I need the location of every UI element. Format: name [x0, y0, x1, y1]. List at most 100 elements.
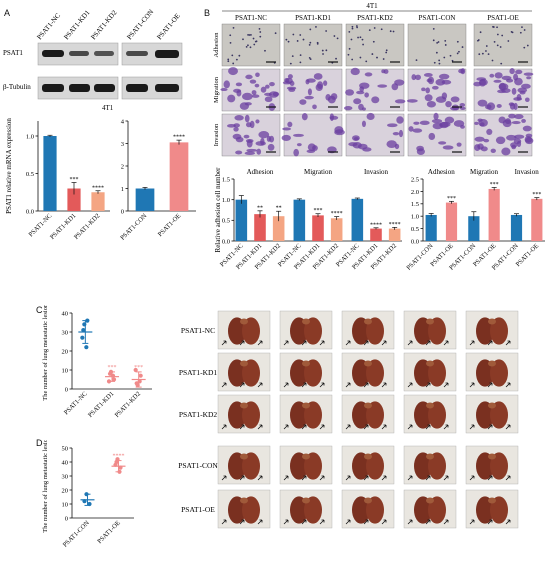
- cell-dot: [523, 46, 526, 49]
- cell-blob: [423, 73, 433, 77]
- cell-blob: [506, 134, 517, 141]
- cell-blob: [514, 134, 525, 139]
- lesion-arrow: [381, 475, 387, 481]
- cell-blob: [435, 78, 446, 86]
- y-tick-label: 1.0: [411, 214, 419, 221]
- cell-dot: [444, 39, 447, 42]
- cell-blob: [357, 143, 368, 150]
- lung-lobe: [240, 318, 248, 325]
- y-tick-label: 30: [62, 473, 69, 480]
- lesion-arrow: [425, 519, 431, 525]
- lung-lobe: [366, 452, 384, 480]
- significance-label: ***: [134, 365, 143, 371]
- cell-blob: [307, 88, 312, 96]
- lesion-arrow: [301, 382, 307, 388]
- cell-blob: [428, 132, 436, 141]
- cell-blob: [415, 74, 421, 81]
- cell-blob: [413, 121, 420, 125]
- significance-label: ****: [389, 222, 401, 228]
- data-point: [82, 322, 87, 327]
- cell-dot: [292, 33, 295, 36]
- cell-dot: [336, 37, 339, 40]
- y-tick-label: 30: [62, 329, 69, 336]
- column-label: PSAT1-OE: [487, 14, 519, 22]
- data-point: [118, 465, 123, 470]
- cell-dot: [443, 56, 446, 59]
- lung-lobe: [414, 401, 432, 429]
- lung-lobe: [228, 401, 246, 429]
- y-tick-label: 1.0: [222, 197, 230, 204]
- data-point: [106, 379, 112, 384]
- cell-dot: [229, 41, 232, 44]
- cell-blob: [394, 143, 400, 150]
- cell-dot: [315, 26, 317, 28]
- cell-blob: [354, 137, 359, 141]
- data-point: [114, 459, 119, 465]
- lung-lobe: [304, 317, 322, 345]
- cell-blob: [243, 134, 250, 139]
- lung-lobe: [240, 402, 248, 409]
- cell-dot: [359, 56, 362, 59]
- lesion-arrow: [221, 424, 227, 430]
- cell-dot: [299, 54, 302, 57]
- lesion-arrow: [381, 424, 387, 430]
- lung-lobe: [426, 402, 434, 409]
- cell-dot: [437, 41, 440, 43]
- cell-dot: [496, 26, 498, 29]
- lesion-arrow: [407, 475, 413, 481]
- cell-dot: [507, 40, 510, 42]
- cell-blob: [513, 97, 523, 101]
- cell-blob: [513, 102, 518, 110]
- cell-blob: [361, 120, 366, 128]
- cell-blob: [299, 99, 307, 105]
- lesion-arrow: [407, 519, 413, 525]
- cell-blob: [287, 121, 293, 128]
- cell-dot: [351, 58, 354, 61]
- y-tick-label: 2: [121, 163, 124, 170]
- cell-dot: [449, 54, 452, 57]
- bar: [43, 136, 57, 211]
- cell-dot: [232, 27, 235, 29]
- cell-dot: [521, 26, 523, 29]
- cell-dot: [348, 30, 351, 33]
- lesion-arrow: [487, 519, 493, 525]
- cell-blob: [498, 116, 506, 124]
- cell-blob: [272, 91, 280, 97]
- lesion-arrow: [239, 475, 245, 481]
- cell-blob: [249, 79, 257, 84]
- cell-blob: [286, 86, 297, 90]
- lesion-arrow: [363, 519, 369, 525]
- cell-dot: [485, 45, 488, 47]
- cell-blob: [521, 83, 531, 89]
- lung-lobe: [364, 402, 372, 409]
- lung-lobe: [240, 360, 248, 367]
- cell-blob: [364, 72, 373, 77]
- lung-lobe: [304, 401, 322, 429]
- mrna-oe-chart: 0 1 2 3 4 PSAT1-CON **** PSAT1-OE: [119, 118, 196, 242]
- cell-dot: [348, 47, 351, 50]
- cell-blob: [255, 72, 260, 78]
- cell-blob: [350, 67, 360, 76]
- significance-label: ***: [447, 196, 456, 202]
- y-tick-label: 0.0: [26, 208, 34, 215]
- cell-blob: [386, 123, 398, 128]
- cell-blob: [301, 113, 308, 121]
- lane-label: PSAT1-OE: [155, 12, 181, 41]
- cell-blob: [412, 128, 423, 133]
- group-label: PSAT1-NC: [181, 326, 215, 335]
- cell-dot: [380, 28, 383, 31]
- lung-lobe: [414, 496, 432, 524]
- column-label: PSAT1-KD1: [295, 14, 331, 22]
- cell-blob: [493, 79, 502, 83]
- cell-blob: [306, 149, 316, 153]
- group-label: PSAT1-KD2: [179, 410, 218, 419]
- data-point: [81, 328, 86, 333]
- lesion-arrow: [301, 475, 307, 481]
- cell-blob: [479, 79, 488, 86]
- lung-lobe: [352, 359, 370, 387]
- group-label: Migration: [470, 168, 498, 176]
- cell-blob: [426, 100, 436, 108]
- lung-lobe: [364, 453, 372, 460]
- lesion-arrow: [301, 519, 307, 525]
- lung-lobe: [228, 496, 246, 524]
